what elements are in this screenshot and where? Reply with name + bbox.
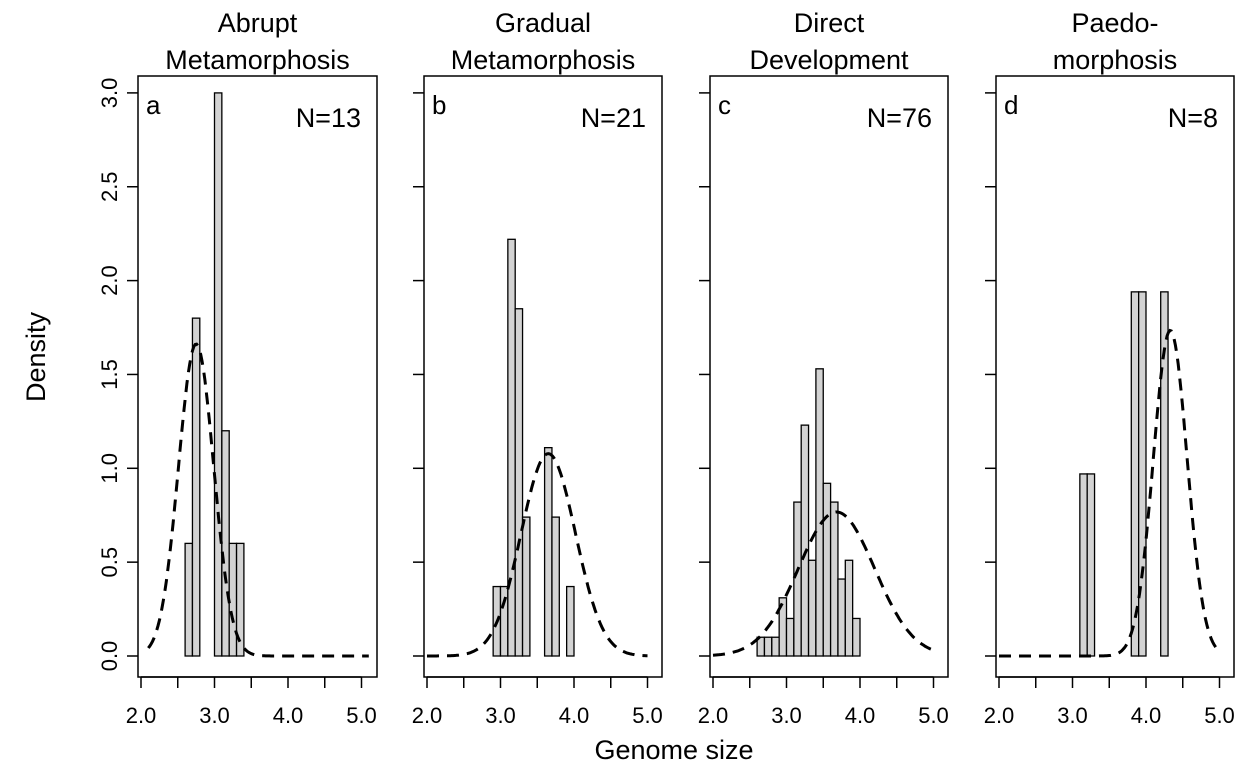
x-tick-label: 4.0 [559, 703, 590, 728]
histogram-bar [793, 501, 802, 657]
histogram-bar [521, 516, 531, 657]
histogram-bar [837, 578, 846, 657]
histogram-bar [1079, 473, 1088, 657]
histogram-bar [771, 636, 780, 657]
sample-size-label: N=13 [296, 103, 361, 133]
y-tick-label: 2.5 [97, 171, 122, 202]
panel-title-line: Gradual [495, 8, 591, 38]
x-tick-label: 3.0 [1057, 703, 1088, 728]
panel-frame [995, 75, 1235, 678]
y-tick-label: 2.0 [97, 265, 122, 296]
y-tick-label: 1.5 [97, 359, 122, 390]
panel-title-line: Paedo- [1071, 8, 1158, 38]
x-tick-label: 2.0 [412, 703, 443, 728]
histogram-bar [507, 238, 516, 657]
x-tick-label: 5.0 [1204, 703, 1235, 728]
panel-letter: a [146, 90, 161, 120]
histogram-bar [1138, 291, 1147, 657]
x-tick-label: 4.0 [273, 703, 304, 728]
histogram-bar [543, 447, 553, 657]
panel-title-line: Metamorphosis [451, 45, 636, 75]
panel-d: Paedo-morphosis d N=8 2.0 3.0 4.0 5.0 [984, 8, 1235, 728]
x-tick-label: 3.0 [485, 703, 516, 728]
histogram-bar [807, 559, 817, 657]
y-tick-label: 0.5 [97, 547, 122, 578]
x-tick-label: 4.0 [1131, 703, 1162, 728]
density-curve [427, 452, 648, 658]
sample-size-label: N=76 [867, 103, 932, 133]
x-tick-label: 2.0 [126, 703, 157, 728]
x-tick-label: 2.0 [984, 703, 1015, 728]
histogram-bar [566, 585, 575, 657]
sample-size-label: N=8 [1168, 103, 1218, 133]
histogram-bar [1160, 291, 1169, 657]
x-tick-label: 4.0 [845, 703, 876, 728]
histogram-bar [235, 542, 245, 657]
density-curve [712, 510, 935, 657]
histogram-bar [829, 501, 839, 657]
panel-title-line: Direct [794, 8, 865, 38]
panel-title-line: Development [749, 45, 909, 75]
y-axis-label: Density [21, 311, 51, 402]
panel-frame [137, 75, 378, 678]
histogram-bar [1086, 473, 1096, 657]
x-tick-label: 2.0 [698, 703, 729, 728]
histogram-bar [184, 542, 194, 657]
panel-letter: d [1004, 90, 1018, 120]
density-curve [147, 342, 369, 658]
panel-letter: c [718, 90, 731, 120]
x-axis-label: Genome size [594, 735, 753, 765]
panel-letter: b [432, 90, 446, 120]
histogram-bar [844, 559, 854, 657]
x-tick-label: 3.0 [199, 703, 230, 728]
y-tick-label: 1.0 [97, 453, 122, 484]
histogram-bar [815, 368, 824, 657]
x-tick-label: 5.0 [918, 703, 949, 728]
sample-size-label: N=21 [581, 103, 646, 133]
panel-c: Direct Development c N=76 2.0 3.0 4.0 5.0 [698, 8, 949, 728]
histogram-bar [763, 636, 773, 657]
density-curve [999, 328, 1221, 658]
panel-title-line: Metamorphosis [165, 45, 350, 75]
histogram-bar [213, 92, 223, 657]
histogram-bar [852, 617, 861, 657]
panel-title-line: morphosis [1053, 45, 1178, 75]
panel-title-line: Abrupt [218, 8, 298, 38]
histogram-bar [221, 430, 230, 657]
histogram-bar [1130, 291, 1140, 657]
y-tick-label: 0.0 [97, 641, 122, 672]
y-tick-label: 3.0 [97, 78, 122, 109]
x-tick-label: 3.0 [771, 703, 802, 728]
x-tick-label: 5.0 [632, 703, 663, 728]
histogram-bar [514, 308, 524, 657]
histogram-bar [822, 482, 832, 657]
x-tick-label: 5.0 [346, 703, 377, 728]
histogram-bar [800, 424, 810, 657]
histogram-bar [191, 317, 201, 657]
histogram-bar [551, 516, 560, 657]
histogram-bar [785, 617, 795, 657]
panel-frame [423, 75, 663, 678]
